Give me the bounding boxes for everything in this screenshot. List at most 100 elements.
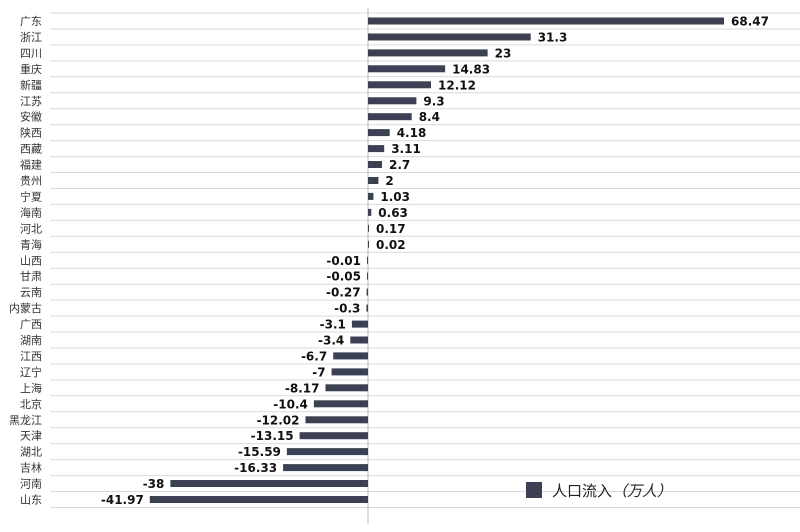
value-label: -10.4 [273,397,308,411]
value-label: -3.1 [320,318,346,332]
bar [368,65,446,73]
value-label: 0.02 [376,238,406,252]
legend-label: 人口流入（万人） [552,482,672,500]
bar [286,448,368,456]
category-label: 陕西 [20,126,42,140]
value-label: 2 [385,174,393,188]
value-label: 0.17 [376,222,406,236]
bar [367,272,368,280]
category-label: 宁夏 [20,189,42,203]
bar [149,496,368,503]
category-label: 新疆 [20,78,42,92]
legend-unit: （万人） [612,482,672,500]
bar [368,161,382,168]
bar [368,208,372,216]
value-label: -0.27 [326,286,361,300]
category-label: 重庆 [20,62,42,76]
value-label: 14.83 [452,62,490,76]
category-label: 吉林 [20,461,42,475]
category-label: 湖北 [20,446,42,459]
bar [170,480,368,487]
category-label: 河北 [20,222,42,235]
bar [366,288,368,296]
value-label: -38 [143,477,165,491]
bar [331,368,368,376]
category-label: 山东 [20,494,42,507]
value-label: 31.3 [538,31,568,45]
category-label: 黑龙江 [9,414,42,427]
bar [368,145,385,153]
category-label: 北京 [20,397,42,411]
bar [368,113,412,121]
value-label: -3.4 [318,334,344,348]
value-label: -0.01 [326,254,361,268]
value-label: -16.33 [234,461,277,475]
bar [313,400,368,408]
category-label: 内蒙古 [9,301,42,315]
value-label: 12.12 [438,78,476,92]
value-label: 1.03 [380,190,410,204]
bar [305,416,368,424]
gridlines [50,12,800,508]
bar [368,33,531,41]
bar [368,49,488,57]
category-label: 河南 [20,478,42,491]
value-label: 9.3 [423,94,444,108]
bar [350,336,368,344]
category-label: 贵州 [20,175,42,188]
value-label: 8.4 [419,110,440,124]
category-label: 上海 [20,381,42,395]
value-label: 4.18 [397,126,427,140]
value-label: -41.97 [101,493,144,507]
bar [283,464,368,472]
category-label: 广西 [20,318,42,331]
legend-series-name: 人口流入 [552,482,612,500]
bar [299,432,368,440]
category-labels: 广东浙江四川重庆新疆江苏安徽陕西西藏福建贵州宁夏海南河北青海山西甘肃云南内蒙古广… [9,15,42,507]
bars [149,17,724,503]
category-label: 江苏 [20,95,42,108]
value-label: 68.47 [731,15,769,29]
bar [325,384,368,392]
legend: 人口流入（万人） [526,482,672,500]
category-label: 海南 [20,205,42,219]
value-label: 23 [495,46,512,60]
value-label: -15.59 [238,445,281,459]
bar [366,304,368,312]
category-label: 辽宁 [20,365,42,379]
category-label: 浙江 [20,31,42,44]
category-label: 青海 [20,237,42,251]
value-label: -12.02 [257,413,300,427]
legend-swatch [526,482,542,498]
category-label: 安徽 [20,110,42,124]
category-label: 山西 [20,254,42,267]
bar [333,352,368,360]
category-label: 天津 [20,430,42,443]
category-label: 云南 [20,286,42,299]
bar [368,97,417,105]
bar [368,224,369,232]
value-label: 2.7 [389,158,410,172]
category-label: 福建 [20,158,42,172]
value-label: 0.63 [378,206,408,220]
bar [368,177,379,184]
category-label: 甘肃 [20,270,42,283]
category-label: 广东 [20,15,42,28]
category-label: 湖南 [20,334,42,347]
bar [368,17,724,25]
value-label: -0.3 [334,302,360,316]
bar [368,240,369,248]
category-label: 四川 [20,47,42,60]
bar [367,256,368,264]
category-label: 西藏 [20,143,42,156]
value-label: 3.11 [391,142,421,156]
bar [351,320,368,328]
value-label: -7 [312,365,325,379]
value-label: -0.05 [326,270,361,284]
category-label: 江西 [20,350,42,363]
value-label: -13.15 [251,429,294,443]
bar [368,129,390,137]
bar [368,81,431,89]
value-label: -6.7 [301,349,327,363]
